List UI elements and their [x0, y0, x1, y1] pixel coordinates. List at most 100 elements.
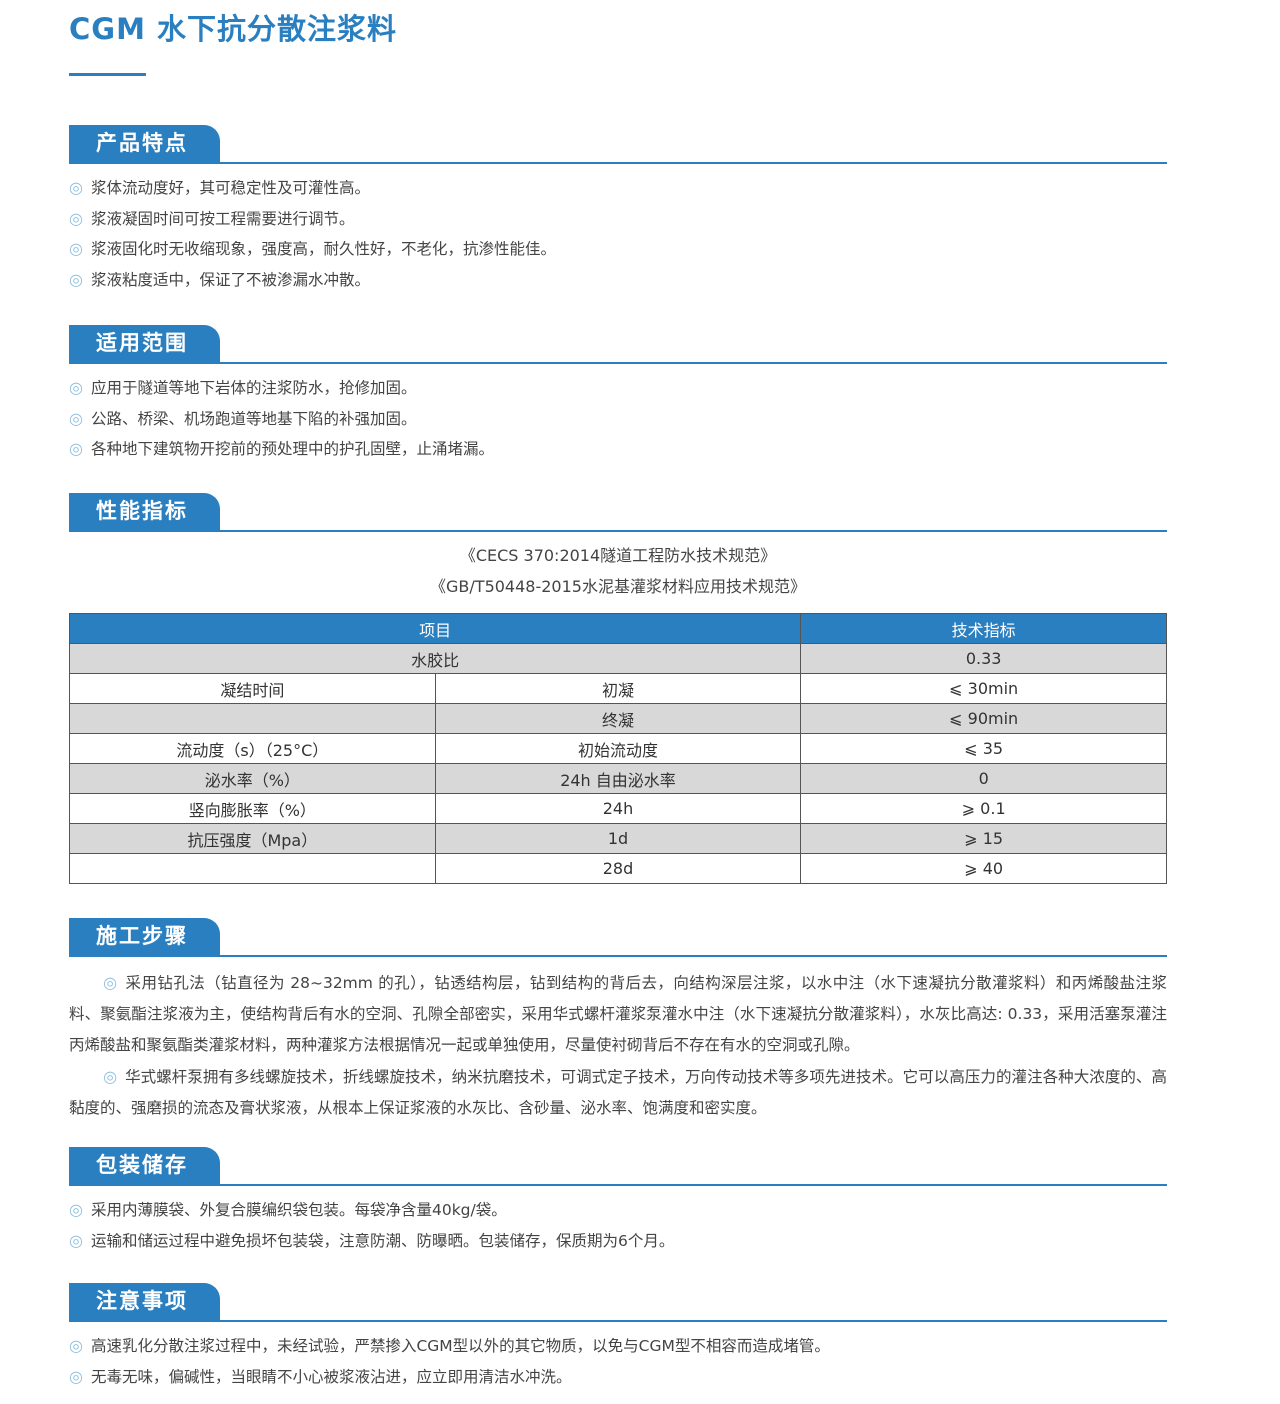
list-item: ◎ 应用于隧道等地下岩体的注浆防水，抢修加固。: [69, 376, 1167, 407]
cell-subitem: 24h 自由泌水率: [434, 763, 802, 794]
cell-subitem: 1d: [434, 823, 802, 854]
section-steps: 施工步骤 ◎ 采用钻孔法（钻直径为 28~32mm 的孔），钻透结构层，钻到结构的…: [69, 918, 1167, 1124]
list-item-text: 无毒无味，偏碱性，当眼睛不小心被浆液沾进，应立即用清洁水冲洗。: [90, 1367, 572, 1386]
section-header: 适用范围: [69, 325, 1167, 364]
bullet-icon: ◎: [69, 408, 83, 428]
list-item-text: 浆液凝固时间可按工程需要进行调节。: [90, 209, 355, 228]
section-heading: 注意事项: [69, 1283, 220, 1320]
bullet-icon: ◎: [69, 1200, 83, 1219]
cell-subitem: 初始流动度: [434, 733, 802, 764]
cell-subitem: 终凝: [434, 703, 802, 734]
title-underline: [69, 73, 146, 76]
section-features: 产品特点 ◎ 浆体流动度好，其可稳定性及可灌性高。 ◎ 浆液凝固时间可按工程需要进行调…: [69, 125, 1167, 298]
cell-item: 抗压强度（Mpa）: [69, 823, 436, 854]
cell-value: ⩾ 40: [800, 853, 1167, 884]
bullet-icon: ◎: [69, 1230, 83, 1250]
page-title: CGM 水下抗分散注浆料: [69, 12, 398, 46]
standard-reference: 《CECS 370:2014隧道工程防水技术规范》: [459, 546, 777, 565]
table-row: 竖向膨胀率（%） 24h ⩾ 0.1: [69, 793, 1167, 824]
packaging-list: ◎ 采用内薄膜袋、外复合膜编织袋包装。每袋净含量40kg/袋。 ◎ 运输和储运过程中避…: [69, 1198, 1167, 1259]
cell-value: ⩽ 90min: [800, 703, 1167, 734]
cell-item: [69, 853, 436, 884]
bullet-icon: ◎: [69, 239, 83, 258]
section-header: 性能指标: [69, 493, 1167, 532]
bullet-icon: ◎: [69, 178, 83, 197]
section-performance: 性能指标 《CECS 370:2014隧道工程防水技术规范》 《GB/T5044…: [68, 493, 1167, 884]
list-item-text: 浆体流动度好，其可稳定性及可灌性高。: [90, 179, 370, 197]
list-item: ◎ 浆液粘度适中，保证了不被渗漏水冲散。: [69, 268, 1167, 299]
paragraph-text: 华式螺杆泵拥有多线螺旋技术，折线螺旋技术，纳米抗磨技术，可调式定子技术，万向传动…: [69, 1068, 1167, 1117]
bullet-icon: ◎: [103, 973, 118, 992]
bullet-icon: ◎: [69, 378, 83, 397]
list-item-text: 采用内薄膜袋、外复合膜编织袋包装。每袋净含量40kg/袋。: [90, 1201, 507, 1219]
list-item: ◎ 浆体流动度好，其可稳定性及可灌性高。: [69, 176, 1167, 207]
section-heading: 适用范围: [69, 325, 220, 362]
table-header-row: 项目 技术指标: [68, 613, 1167, 644]
bullet-icon: ◎: [69, 1366, 83, 1386]
table-row: 流动度（s）（25°C） 初始流动度 ⩽ 35: [69, 733, 1167, 764]
section-header: 施工步骤: [69, 918, 1167, 957]
notes-list: ◎ 高速乳化分散注浆过程中，未经试验，严禁掺入CGM型以外的其它物质，以免与CGM…: [69, 1334, 1167, 1395]
cell-value: ⩾ 15: [800, 823, 1167, 854]
table-row: 终凝 ⩽ 90min: [69, 703, 1167, 734]
paragraph-text: 采用钻孔法（钻直径为 28~32mm 的孔），钻透结构层，钻到结构的背后去，向结…: [69, 974, 1167, 1054]
cell-item: [69, 703, 436, 734]
list-item-text: 浆液固化时无收缩现象，强度高，耐久性好，不老化，抗渗性能佳。: [90, 240, 556, 258]
cell-value: 0.33: [800, 643, 1167, 674]
list-item: ◎ 采用内薄膜袋、外复合膜编织袋包装。每袋净含量40kg/袋。: [69, 1198, 1167, 1229]
cell-item: 泌水率（%）: [69, 763, 436, 794]
section-packaging: 包装储存 ◎ 采用内薄膜袋、外复合膜编织袋包装。每袋净含量40kg/袋。 ◎ 运输和储…: [69, 1147, 1167, 1259]
section-heading: 施工步骤: [69, 918, 220, 955]
section-header: 产品特点: [69, 125, 1167, 164]
section-scope: 适用范围 ◎ 应用于隧道等地下岩体的注浆防水，抢修加固。 ◎ 公路、桥梁、机场跑道等地…: [69, 325, 1167, 468]
list-item-text: 应用于隧道等地下岩体的注浆防水，抢修加固。: [90, 379, 417, 397]
cell-value: ⩽ 30min: [800, 673, 1167, 704]
cell-item: 水胶比: [68, 643, 802, 674]
cell-value: 0: [800, 763, 1167, 794]
scope-list: ◎ 应用于隧道等地下岩体的注浆防水，抢修加固。 ◎ 公路、桥梁、机场跑道等地基下陷的补…: [69, 376, 1167, 468]
table-row: 凝结时间 初凝 ⩽ 30min: [69, 673, 1167, 704]
bullet-icon: ◎: [69, 208, 83, 228]
cell-subitem: 28d: [434, 853, 802, 884]
list-item: ◎ 高速乳化分散注浆过程中，未经试验，严禁掺入CGM型以外的其它物质，以免与CGM…: [69, 1334, 1167, 1365]
table-row: 抗压强度（Mpa） 1d ⩾ 15: [69, 823, 1167, 854]
section-heading: 包装储存: [69, 1147, 220, 1184]
section-notes: 注意事项 ◎ 高速乳化分散注浆过程中，未经试验，严禁掺入CGM型以外的其它物质，以…: [69, 1283, 1167, 1395]
table-row: 泌水率（%） 24h 自由泌水率 0: [69, 763, 1167, 794]
cell-item: 凝结时间: [69, 673, 436, 704]
section-heading: 性能指标: [69, 493, 220, 530]
header-value: 技术指标: [800, 613, 1167, 644]
step-paragraph: ◎ 华式螺杆泵拥有多线螺旋技术，折线螺旋技术，纳米抗磨技术，可调式定子技术，万向传…: [69, 1061, 1167, 1124]
bullet-icon: ◎: [103, 1067, 118, 1086]
list-item-text: 运输和储运过程中避免损坏包装袋，注意防潮、防曝晒。包装储存，保质期为6个月。: [90, 1231, 675, 1250]
performance-table: 项目 技术指标 水胶比 0.33 凝结时间 初凝 ⩽ 30min 终凝 ⩽ 90min 流动度…: [68, 613, 1167, 884]
table-row: 28d ⩾ 40: [69, 853, 1167, 884]
list-item: ◎ 各种地下建筑物开挖前的预处理中的护孔固壁，止涌堵漏。: [69, 437, 1167, 468]
list-item-text: 浆液粘度适中，保证了不被渗漏水冲散。: [90, 270, 370, 289]
section-header: 包装储存: [69, 1147, 1167, 1186]
cell-item: 竖向膨胀率（%）: [69, 793, 436, 824]
list-item: ◎ 运输和储运过程中避免损坏包装袋，注意防潮、防曝晒。包装储存，保质期为6个月。: [69, 1229, 1167, 1260]
bullet-icon: ◎: [69, 269, 83, 289]
list-item-text: 公路、桥梁、机场跑道等地基下陷的补强加固。: [90, 409, 417, 428]
list-item: ◎ 浆液凝固时间可按工程需要进行调节。: [69, 207, 1167, 238]
table-row: 水胶比 0.33: [68, 643, 1167, 674]
list-item: ◎ 无毒无味，偏碱性，当眼睛不小心被浆液沾进，应立即用清洁水冲洗。: [69, 1365, 1167, 1396]
list-item: ◎ 公路、桥梁、机场跑道等地基下陷的补强加固。: [69, 407, 1167, 438]
cell-subitem: 初凝: [434, 673, 802, 704]
section-heading: 产品特点: [69, 125, 220, 162]
header-item: 项目: [68, 613, 802, 644]
cell-value: ⩽ 35: [800, 733, 1167, 764]
feature-list: ◎ 浆体流动度好，其可稳定性及可灌性高。 ◎ 浆液凝固时间可按工程需要进行调节。 ◎ 浆液…: [69, 176, 1167, 298]
cell-value: ⩾ 0.1: [800, 793, 1167, 824]
list-item-text: 高速乳化分散注浆过程中，未经试验，严禁掺入CGM型以外的其它物质，以免与CGM型…: [90, 1337, 830, 1355]
bullet-icon: ◎: [69, 439, 83, 458]
step-paragraph: ◎ 采用钻孔法（钻直径为 28~32mm 的孔），钻透结构层，钻到结构的背后去，向…: [69, 967, 1167, 1061]
bullet-icon: ◎: [69, 1336, 83, 1355]
standard-reference: 《GB/T50448-2015水泥基灌浆材料应用技术规范》: [430, 577, 806, 596]
list-item-text: 各种地下建筑物开挖前的预处理中的护孔固壁，止涌堵漏。: [90, 440, 494, 458]
list-item: ◎ 浆液固化时无收缩现象，强度高，耐久性好，不老化，抗渗性能佳。: [69, 237, 1167, 268]
section-header: 注意事项: [69, 1283, 1167, 1322]
cell-item: 流动度（s）（25°C）: [69, 733, 436, 764]
